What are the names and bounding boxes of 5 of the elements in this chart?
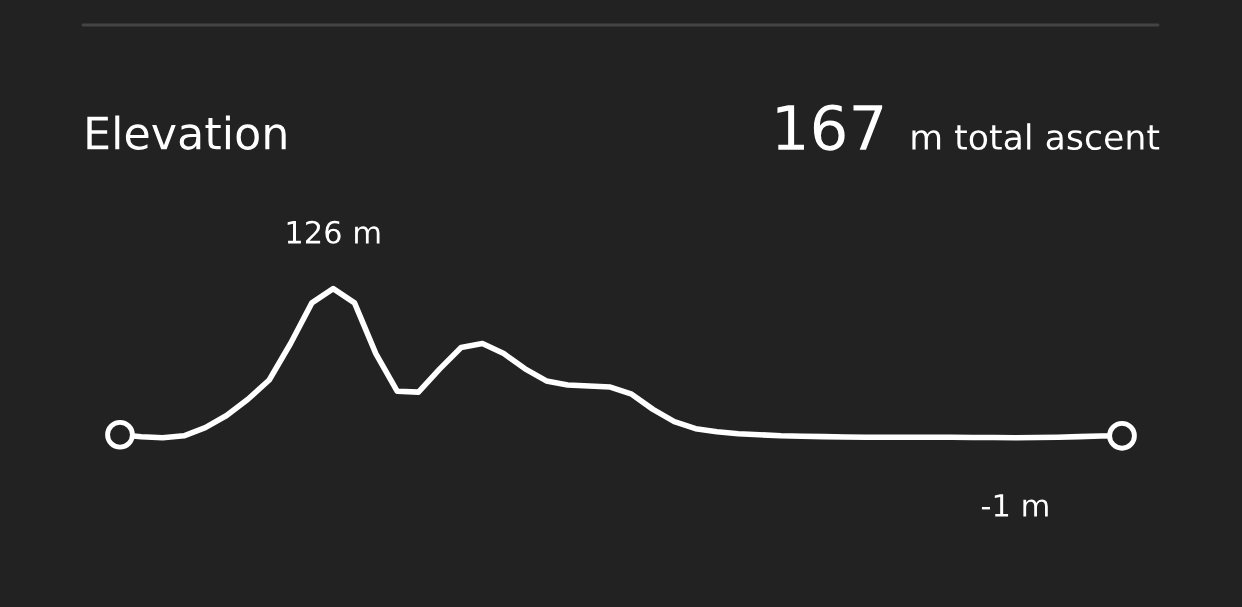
text: 167 bbox=[777, 104, 883, 151]
data-label: 126 m bbox=[287, 220, 380, 244]
text: m total ascent bbox=[912, 123, 1160, 151]
chart-title: Elevation bbox=[87, 115, 286, 150]
data-label: -1 m bbox=[981, 494, 1048, 517]
